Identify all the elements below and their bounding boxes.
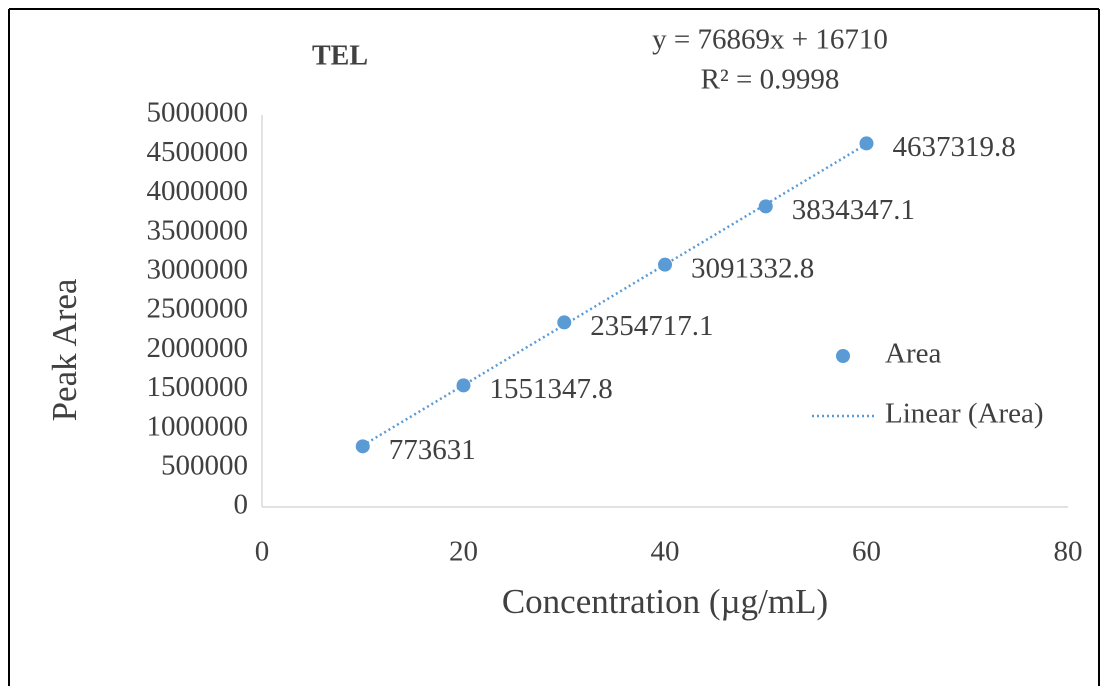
chart-title: TEL bbox=[312, 40, 368, 71]
y-tick-label: 3500000 bbox=[147, 214, 249, 246]
x-tick-label: 20 bbox=[449, 536, 478, 568]
data-label: 773631 bbox=[389, 434, 476, 466]
data-label: 4637319.8 bbox=[893, 131, 1016, 163]
data-point bbox=[658, 257, 672, 272]
y-tick-label: 5000000 bbox=[147, 97, 249, 129]
data-point bbox=[859, 136, 874, 151]
y-tick-label: 2500000 bbox=[147, 293, 249, 325]
y-tick-label: 4500000 bbox=[147, 136, 249, 168]
y-tick-label: 2000000 bbox=[147, 332, 249, 364]
y-tick-label: 1500000 bbox=[147, 371, 249, 403]
x-axis-title: Concentration (µg/mL) bbox=[502, 582, 828, 621]
y-axis-title: Peak Area bbox=[45, 278, 84, 421]
data-label: 3091332.8 bbox=[691, 252, 814, 284]
x-tick-label: 80 bbox=[1054, 536, 1083, 568]
data-point bbox=[557, 315, 572, 330]
data-label: 1551347.8 bbox=[490, 373, 613, 405]
y-tick-label: 500000 bbox=[161, 449, 248, 481]
legend-label: Linear (Area) bbox=[885, 398, 1044, 430]
x-tick-label: 40 bbox=[651, 536, 680, 568]
data-point bbox=[355, 439, 370, 454]
legend-label: Area bbox=[885, 338, 941, 370]
y-tick-label: 1000000 bbox=[147, 410, 249, 442]
x-tick-label: 60 bbox=[852, 536, 881, 568]
trendline bbox=[362, 143, 868, 447]
data-label: 2354717.1 bbox=[590, 310, 713, 342]
x-tick-label: 0 bbox=[255, 536, 270, 568]
y-tick-label: 4000000 bbox=[147, 175, 249, 207]
trendline-equation: y = 76869x + 16710 bbox=[652, 24, 888, 56]
data-label: 3834347.1 bbox=[792, 194, 915, 226]
legend-marker bbox=[836, 349, 850, 363]
data-point bbox=[758, 199, 773, 214]
data-point bbox=[456, 378, 471, 393]
y-tick-label: 0 bbox=[234, 489, 249, 521]
y-tick-label: 3000000 bbox=[147, 253, 249, 285]
trendline-r-squared: R² = 0.9998 bbox=[701, 64, 840, 96]
